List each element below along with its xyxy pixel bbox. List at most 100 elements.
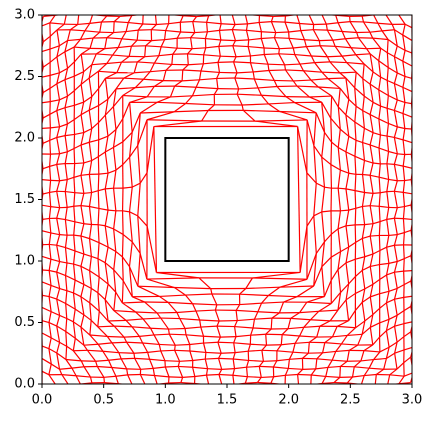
mesh-edge bbox=[379, 61, 381, 77]
mesh-edge bbox=[112, 367, 116, 376]
mesh-edge bbox=[177, 32, 180, 38]
mesh-edge bbox=[281, 343, 295, 344]
mesh-edge bbox=[68, 30, 71, 41]
mesh-edge bbox=[379, 206, 380, 221]
mesh-edge bbox=[257, 383, 270, 384]
mesh-edge bbox=[394, 235, 397, 246]
mesh-edge bbox=[234, 62, 237, 73]
mesh-edge bbox=[174, 110, 208, 111]
mesh-edge bbox=[387, 53, 388, 68]
mesh-edge bbox=[152, 40, 165, 41]
mesh-edge bbox=[49, 285, 51, 296]
mesh-edge bbox=[65, 235, 67, 247]
mesh-edge bbox=[124, 337, 127, 342]
mesh-edge bbox=[395, 350, 404, 353]
mesh-edge bbox=[190, 351, 193, 360]
mesh-edge bbox=[319, 310, 338, 311]
mesh-edge bbox=[356, 55, 364, 64]
mesh-edge bbox=[81, 206, 84, 224]
mesh-edge bbox=[200, 78, 217, 79]
mesh-edge bbox=[60, 235, 67, 236]
x-tick-label: 1.0 bbox=[155, 393, 176, 408]
mesh-edge bbox=[159, 54, 173, 55]
mesh-edge bbox=[74, 145, 81, 148]
mesh-edge bbox=[98, 277, 99, 293]
mesh-edge bbox=[253, 71, 269, 72]
mesh-edge bbox=[141, 368, 154, 369]
mesh-edge bbox=[347, 334, 362, 335]
mesh-edge bbox=[274, 38, 279, 49]
mesh-edge bbox=[307, 120, 314, 146]
mesh-edge bbox=[90, 320, 91, 335]
mesh-edge bbox=[151, 30, 165, 31]
mesh-edge bbox=[379, 222, 380, 236]
mesh-edge bbox=[404, 306, 411, 310]
mesh-edge bbox=[126, 23, 128, 32]
mesh-edge bbox=[389, 151, 398, 153]
mesh-edge bbox=[259, 22, 271, 23]
mesh-edge bbox=[311, 320, 331, 321]
mesh-edge bbox=[379, 148, 389, 151]
mesh-edge bbox=[99, 78, 106, 88]
mesh-edge bbox=[259, 366, 273, 367]
mesh-edge bbox=[57, 136, 65, 138]
mesh-edge bbox=[129, 46, 131, 56]
mesh-edge bbox=[117, 62, 122, 72]
mesh-edge bbox=[57, 30, 59, 46]
mesh-edge bbox=[60, 368, 72, 369]
mesh-edge bbox=[66, 332, 75, 339]
mesh-edge bbox=[57, 218, 60, 234]
mesh-edge bbox=[70, 30, 85, 31]
mesh-edge bbox=[75, 280, 84, 284]
mesh-edge bbox=[370, 133, 373, 145]
mesh-edge bbox=[236, 335, 251, 336]
mesh-edge bbox=[324, 234, 331, 242]
mesh-edge bbox=[380, 319, 389, 323]
mesh-edge bbox=[84, 284, 91, 288]
mesh-edge bbox=[319, 41, 320, 46]
mesh-edge bbox=[67, 91, 74, 96]
mesh-edge bbox=[50, 140, 51, 154]
mesh-edge bbox=[249, 38, 262, 39]
mesh-edge bbox=[240, 294, 269, 295]
mesh-edge bbox=[346, 173, 349, 189]
mesh-edge bbox=[130, 157, 133, 187]
mesh-edge bbox=[181, 377, 183, 382]
mesh-edge bbox=[154, 375, 169, 376]
mesh-edge bbox=[105, 152, 108, 173]
mesh-edge bbox=[380, 291, 389, 293]
mesh-edge bbox=[322, 267, 325, 297]
mesh-edge bbox=[112, 343, 119, 353]
mesh-edge bbox=[219, 46, 233, 47]
mesh-edge bbox=[262, 296, 269, 304]
mesh-edge bbox=[147, 278, 199, 279]
mesh-edge bbox=[217, 72, 220, 78]
mesh-edge bbox=[116, 78, 124, 89]
mesh-edge bbox=[65, 152, 67, 164]
mesh-edge bbox=[362, 16, 363, 22]
mesh-edge bbox=[261, 38, 274, 39]
mesh-edge bbox=[127, 369, 128, 375]
mesh-edge bbox=[246, 30, 248, 40]
mesh-edge bbox=[127, 342, 143, 343]
mesh-edge bbox=[378, 23, 382, 31]
mesh-edge bbox=[207, 30, 219, 31]
mesh-edge bbox=[116, 165, 123, 170]
mesh-edge bbox=[261, 377, 273, 378]
mesh-edge bbox=[207, 16, 209, 23]
mesh-edge bbox=[57, 262, 60, 273]
mesh-edge bbox=[165, 367, 169, 377]
mesh-edge bbox=[57, 235, 60, 246]
mesh-edge bbox=[279, 48, 293, 49]
mesh-edge bbox=[279, 54, 285, 65]
mesh-edge bbox=[154, 334, 169, 335]
mesh-edge bbox=[364, 375, 376, 376]
mesh-edge bbox=[161, 47, 177, 48]
mesh-edge bbox=[355, 106, 356, 122]
mesh-edge bbox=[295, 55, 312, 56]
mesh-edge bbox=[204, 342, 218, 343]
mesh-edge bbox=[74, 206, 81, 207]
mesh-edge bbox=[98, 208, 99, 224]
mesh-edge bbox=[65, 80, 68, 96]
mesh-edge bbox=[322, 157, 331, 165]
